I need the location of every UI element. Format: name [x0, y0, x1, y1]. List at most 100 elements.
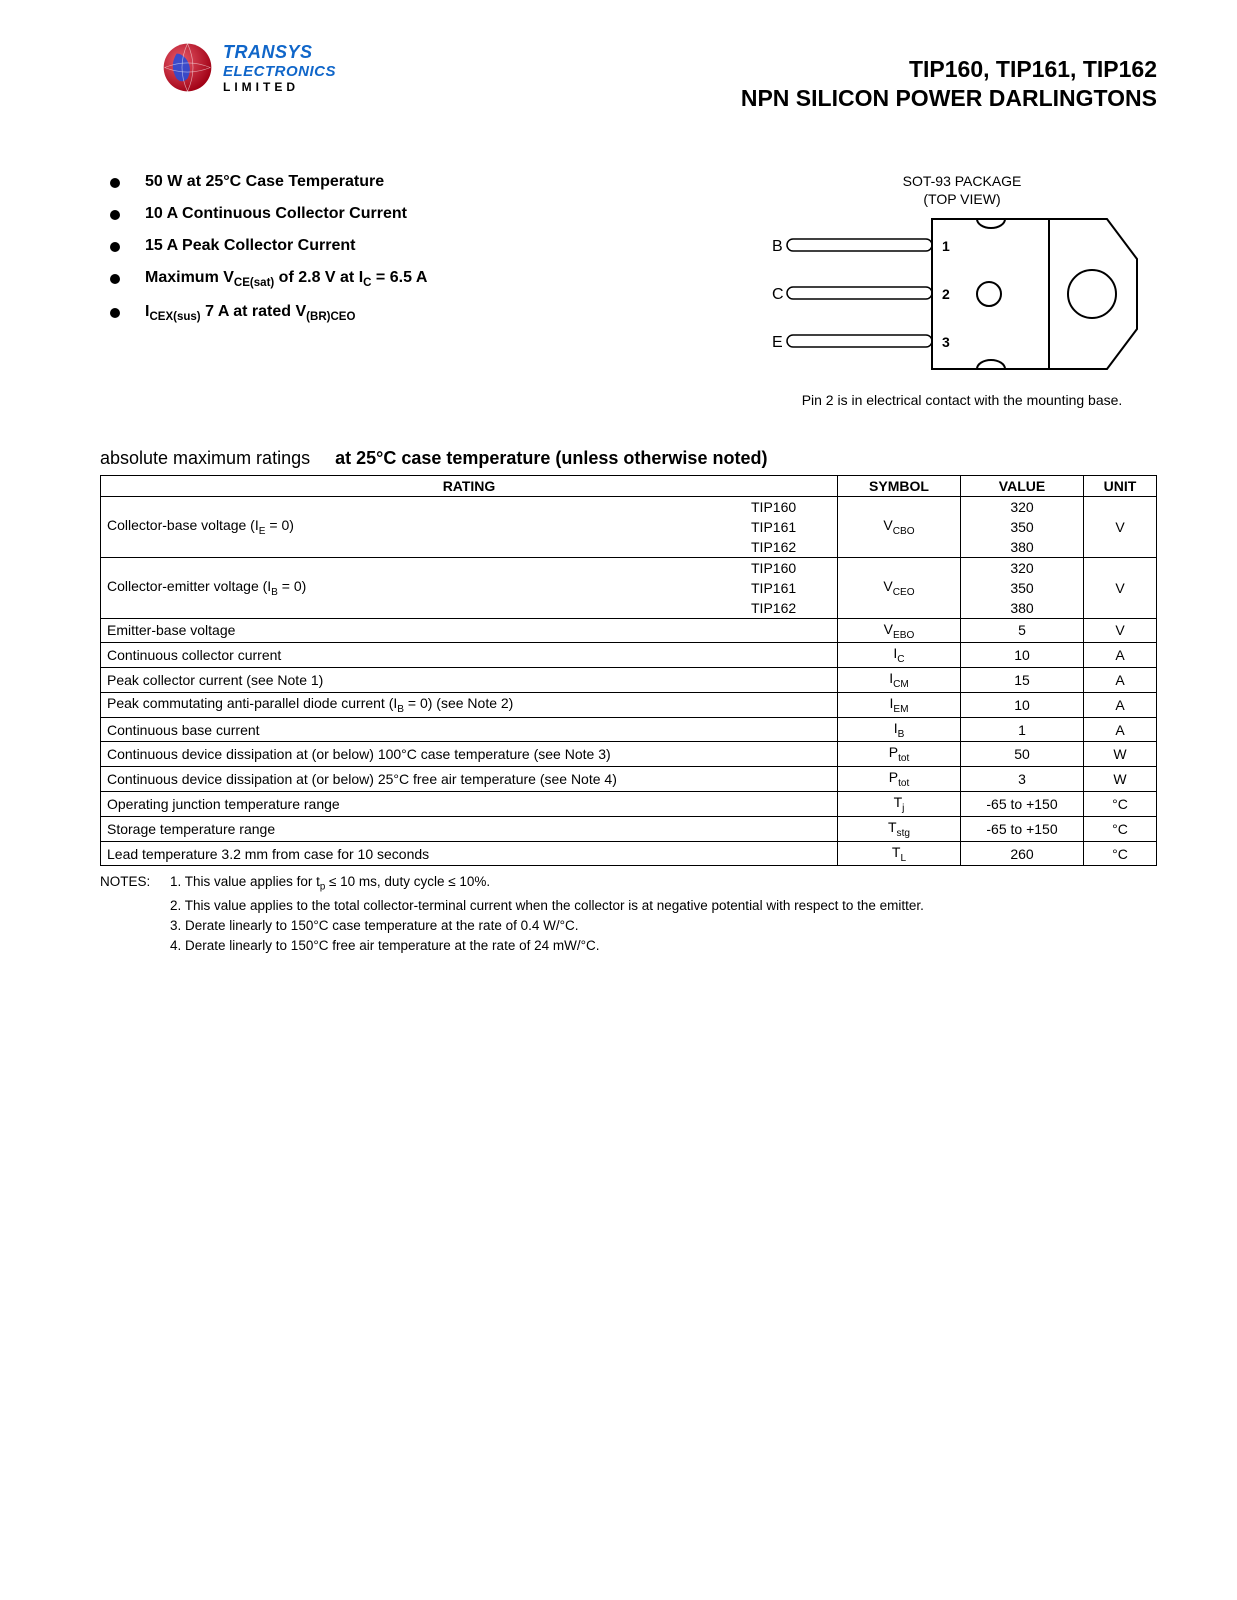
symbol-cell: VCBO	[838, 496, 961, 557]
value-cell: 5	[961, 618, 1084, 643]
unit-cell: W	[1084, 742, 1157, 767]
value-cell: 1	[961, 717, 1084, 742]
globe-icon	[160, 40, 215, 95]
value-cell: -65 to +150	[961, 816, 1084, 841]
section-prefix: absolute maximum ratings	[100, 448, 310, 468]
ratings-table: RATINGSYMBOLVALUEUNIT Collector-base volt…	[100, 475, 1157, 867]
symbol-cell: ICM	[838, 668, 961, 693]
note-line: 3. Derate linearly to 150°C case tempera…	[100, 916, 1157, 936]
rating-cell: Continuous collector current	[101, 643, 838, 668]
value-cell: 50	[961, 742, 1084, 767]
rating-cell: Collector-base voltage (IE = 0)	[101, 496, 746, 557]
value-cell: 10	[961, 643, 1084, 668]
pin-num-1: 1	[942, 238, 950, 254]
feature-item: 10 A Continuous Collector Current	[110, 205, 427, 223]
feature-item: Maximum VCE(sat) of 2.8 V at IC = 6.5 A	[110, 269, 427, 289]
variant-cell: TIP160	[745, 557, 838, 578]
value-cell: 320	[961, 496, 1084, 517]
value-cell: 15	[961, 668, 1084, 693]
logo-text: TRANSYS ELECTRONICS LIMITED	[223, 42, 336, 94]
section-title: absolute maximum ratings at 25°C case te…	[100, 448, 1157, 469]
datasheet-page: TRANSYS ELECTRONICS LIMITED TIP160, TIP1…	[0, 0, 1237, 996]
unit-cell: A	[1084, 692, 1157, 717]
variant-cell: TIP162	[745, 537, 838, 558]
unit-cell: V	[1084, 618, 1157, 643]
note-line: 4. Derate linearly to 150°C free air tem…	[100, 936, 1157, 956]
symbol-cell: IB	[838, 717, 961, 742]
feature-item: ICEX(sus) 7 A at rated V(BR)CEO	[110, 303, 427, 323]
title: TIP160, TIP161, TIP162 NPN SILICON POWER…	[741, 55, 1157, 113]
rating-cell: Collector-emitter voltage (IB = 0)	[101, 557, 746, 618]
unit-cell: A	[1084, 643, 1157, 668]
value-cell: 3	[961, 767, 1084, 792]
header: TRANSYS ELECTRONICS LIMITED TIP160, TIP1…	[100, 40, 1157, 113]
unit-cell: W	[1084, 767, 1157, 792]
symbol-cell: IC	[838, 643, 961, 668]
title-desc: NPN SILICON POWER DARLINGTONS	[741, 84, 1157, 113]
col-rating: RATING	[101, 475, 838, 496]
symbol-cell: Tstg	[838, 816, 961, 841]
rating-cell: Lead temperature 3.2 mm from case for 10…	[101, 841, 838, 866]
value-cell: -65 to +150	[961, 792, 1084, 817]
package-title-1: SOT-93 PACKAGE	[767, 173, 1157, 189]
symbol-cell: Tj	[838, 792, 961, 817]
notes: NOTES:1. This value applies for tp ≤ 10 …	[100, 872, 1157, 956]
col-header: UNIT	[1084, 475, 1157, 496]
package-block: SOT-93 PACKAGE (TOP VIEW) B C E	[767, 173, 1157, 408]
value-cell: 320	[961, 557, 1084, 578]
value-cell: 380	[961, 537, 1084, 558]
symbol-cell: TL	[838, 841, 961, 866]
value-cell: 380	[961, 598, 1084, 619]
value-cell: 350	[961, 517, 1084, 537]
pin-label-e: E	[772, 334, 783, 351]
logo: TRANSYS ELECTRONICS LIMITED	[160, 40, 336, 95]
value-cell: 350	[961, 578, 1084, 598]
note-line: NOTES:1. This value applies for tp ≤ 10 …	[100, 872, 1157, 895]
symbol-cell: Ptot	[838, 742, 961, 767]
pin-label-b: B	[772, 238, 783, 255]
pin-num-3: 3	[942, 334, 950, 350]
symbol-cell: VCEO	[838, 557, 961, 618]
rating-cell: Peak collector current (see Note 1)	[101, 668, 838, 693]
pin-num-2: 2	[942, 286, 950, 302]
unit-cell: °C	[1084, 841, 1157, 866]
logo-line2: ELECTRONICS	[223, 63, 336, 80]
col-header: VALUE	[961, 475, 1084, 496]
value-cell: 10	[961, 692, 1084, 717]
logo-line3: LIMITED	[223, 80, 336, 94]
unit-cell: °C	[1084, 816, 1157, 841]
unit-cell: V	[1084, 557, 1157, 618]
symbol-cell: IEM	[838, 692, 961, 717]
feature-item: 50 W at 25°C Case Temperature	[110, 173, 427, 191]
top-row: 50 W at 25°C Case Temperature 10 A Contin…	[100, 173, 1157, 408]
package-note: Pin 2 is in electrical contact with the …	[767, 392, 1157, 408]
unit-cell: A	[1084, 717, 1157, 742]
variant-cell: TIP162	[745, 598, 838, 619]
variant-cell: TIP161	[745, 578, 838, 598]
rating-cell: Storage temperature range	[101, 816, 838, 841]
feature-item: 15 A Peak Collector Current	[110, 237, 427, 255]
title-parts: TIP160, TIP161, TIP162	[741, 55, 1157, 84]
rating-cell: Peak commutating anti-parallel diode cur…	[101, 692, 838, 717]
package-title-2: (TOP VIEW)	[767, 191, 1157, 207]
unit-cell: A	[1084, 668, 1157, 693]
note-line: 2. This value applies to the total colle…	[100, 896, 1157, 916]
logo-line1: TRANSYS	[223, 42, 336, 63]
unit-cell: °C	[1084, 792, 1157, 817]
rating-cell: Emitter-base voltage	[101, 618, 838, 643]
variant-cell: TIP160	[745, 496, 838, 517]
rating-cell: Continuous device dissipation at (or bel…	[101, 767, 838, 792]
package-diagram: B C E 1 2 3	[767, 209, 1157, 379]
pin-label-c: C	[772, 286, 784, 303]
rating-cell: Operating junction temperature range	[101, 792, 838, 817]
rating-cell: Continuous base current	[101, 717, 838, 742]
symbol-cell: VEBO	[838, 618, 961, 643]
value-cell: 260	[961, 841, 1084, 866]
variant-cell: TIP161	[745, 517, 838, 537]
section-suffix: at 25°C case temperature (unless otherwi…	[335, 448, 767, 468]
col-header: SYMBOL	[838, 475, 961, 496]
symbol-cell: Ptot	[838, 767, 961, 792]
rating-cell: Continuous device dissipation at (or bel…	[101, 742, 838, 767]
feature-list: 50 W at 25°C Case Temperature 10 A Contin…	[110, 173, 427, 337]
unit-cell: V	[1084, 496, 1157, 557]
